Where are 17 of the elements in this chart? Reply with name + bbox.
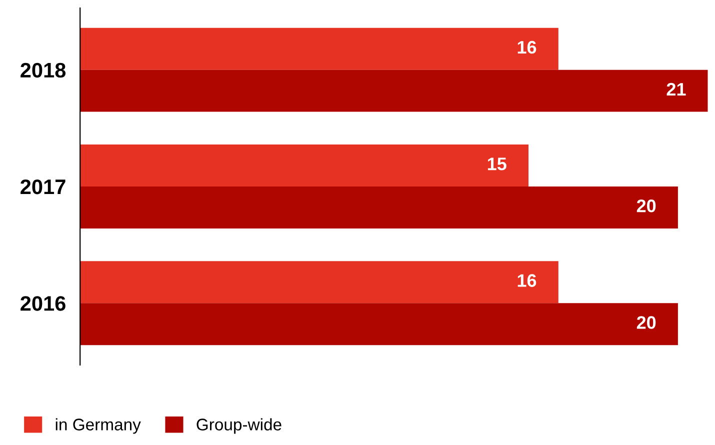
bar	[80, 144, 528, 186]
bar	[80, 303, 678, 346]
data-label: 20	[636, 316, 656, 329]
data-label: 16	[518, 40, 536, 54]
y-tick-label: 2016	[20, 296, 66, 311]
legend-label: Group-wide	[196, 418, 282, 434]
data-label: 20	[636, 200, 656, 212]
y-tick-label: 2018	[20, 62, 66, 78]
data-label: 21	[666, 82, 686, 96]
data-label: 16	[518, 274, 536, 287]
y-tick-label: 2017	[20, 179, 66, 194]
bar	[80, 261, 558, 304]
legend-label: in Germany	[56, 418, 141, 434]
data-label: 15	[488, 158, 506, 170]
bar	[80, 28, 558, 70]
bar	[80, 70, 708, 112]
bar	[80, 186, 678, 228]
